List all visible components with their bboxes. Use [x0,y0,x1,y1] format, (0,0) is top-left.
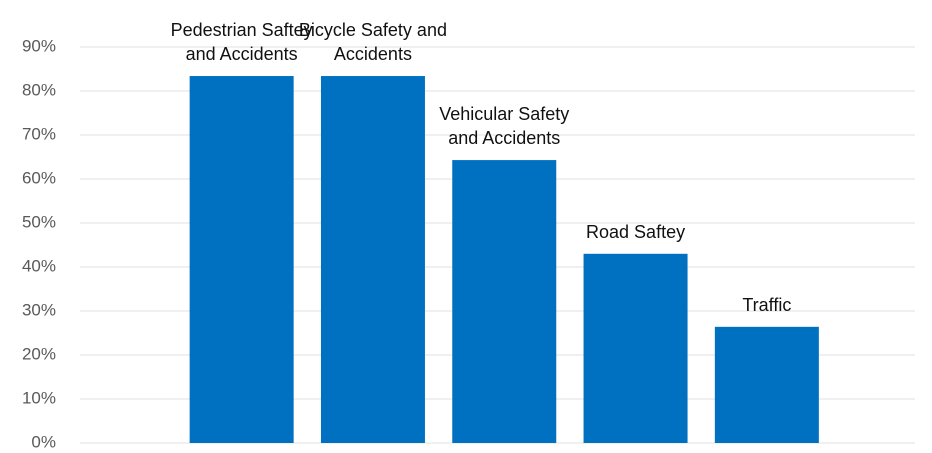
bar [714,326,819,443]
y-tick-label: 90% [22,36,56,55]
y-tick-label: 40% [22,256,56,275]
category-label: Road Saftey [586,221,686,242]
bar [583,253,688,443]
y-tick-label: 70% [22,124,56,143]
bar [320,76,425,443]
bar [452,160,557,443]
category-label: Bicycle Safety and Accidents [298,20,447,65]
y-tick-label: 20% [22,344,56,363]
category-label: Pedestrian Saftey and Accidents [170,20,313,65]
y-tick-label: 10% [22,388,56,407]
category-label: Traffic [742,294,792,315]
y-tick-label: 80% [22,80,56,99]
y-tick-label: 30% [22,300,56,319]
bar [189,76,294,443]
y-tick-label: 50% [22,212,56,231]
y-tick-label: 60% [22,168,56,187]
category-label: Vehicular Safety and Accidents [439,104,570,149]
y-tick-label: 0% [31,432,56,451]
